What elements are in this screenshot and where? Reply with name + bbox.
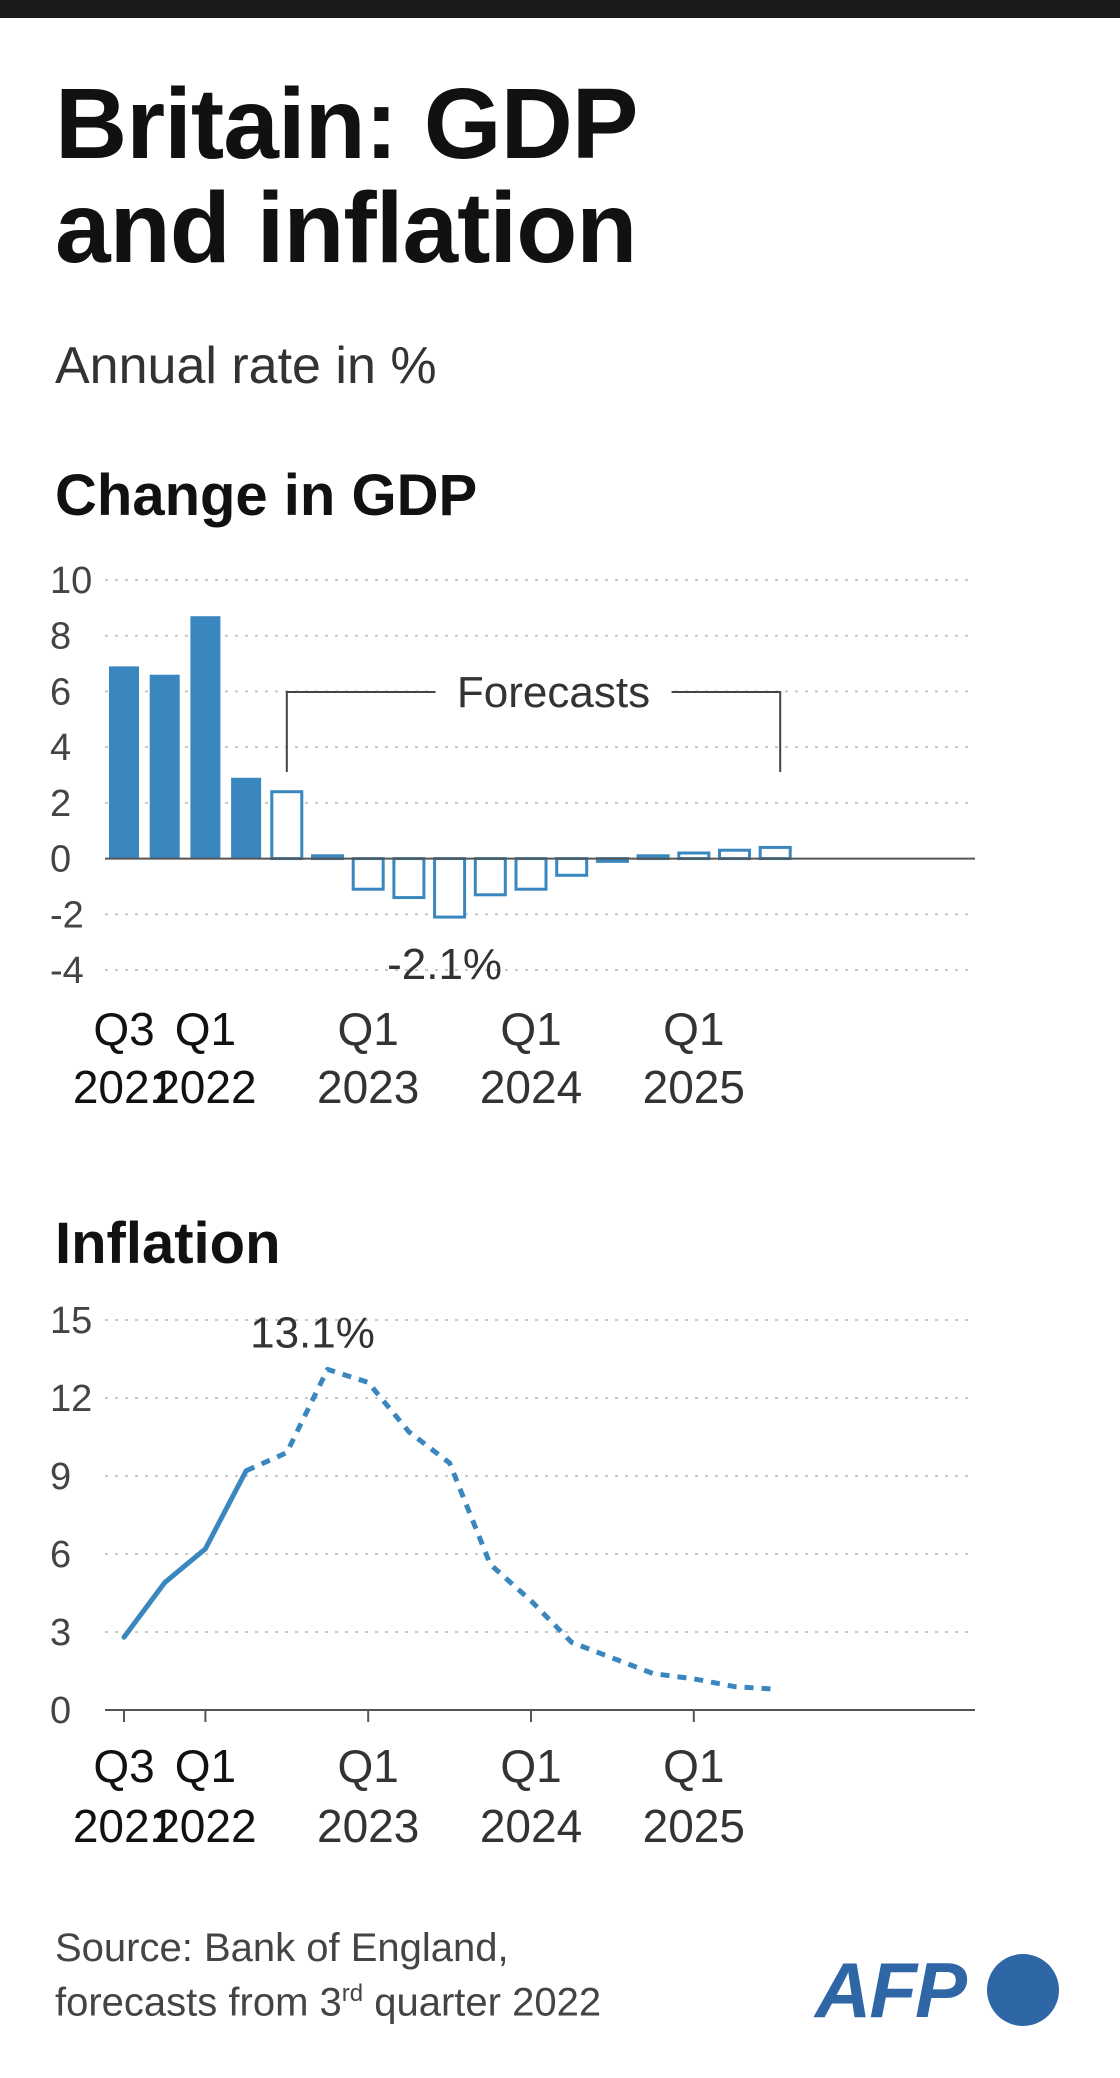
- y-tick-label: 12: [50, 1378, 92, 1420]
- page-title: Britain: GDP and inflation: [55, 72, 638, 280]
- x-tick-label: Q1: [500, 1740, 561, 1792]
- y-tick-label: 0: [50, 1690, 71, 1732]
- afp-logo-dot: [987, 1954, 1059, 2026]
- x-tick-label: 2025: [643, 1061, 745, 1113]
- y-tick-label: 6: [50, 671, 71, 713]
- afp-logo: AFP: [815, 1950, 1065, 2030]
- y-tick-label: 15: [50, 1300, 92, 1342]
- gdp-bar: [758, 845, 792, 861]
- y-tick-label: 3: [50, 1612, 71, 1654]
- gdp-bar: [351, 857, 385, 891]
- forecast-label: Forecasts: [457, 668, 650, 717]
- top-rule: [0, 0, 1120, 18]
- afp-logo-text: AFP: [815, 1946, 967, 2034]
- gdp-chart-title: Change in GDP: [55, 463, 478, 528]
- source-line-2-sup: rd: [341, 1980, 364, 2007]
- gdp-bar: [109, 666, 139, 859]
- x-tick-label: 2021: [73, 1800, 175, 1852]
- x-tick-label: 2021: [73, 1061, 175, 1113]
- gdp-bar: [392, 857, 426, 900]
- x-tick-label: Q3: [93, 1003, 154, 1055]
- page-subtitle: Annual rate in %: [55, 337, 437, 395]
- source-note: Source: Bank of England, forecasts from …: [55, 1925, 601, 2025]
- x-tick-label: 2025: [643, 1800, 745, 1852]
- inflation-forecast-line: [245, 1366, 776, 1692]
- y-tick-label: 8: [50, 616, 71, 658]
- x-tick-label: Q1: [338, 1003, 399, 1055]
- x-tick-label: 2022: [154, 1061, 256, 1113]
- gdp-bar: [270, 790, 304, 861]
- inflation-line-chart: 1512963013.1%Q32021Q12022Q12023Q12024Q12…: [50, 1300, 975, 1852]
- x-tick-label: Q1: [338, 1740, 399, 1792]
- x-tick-label: 2022: [154, 1800, 256, 1852]
- gdp-bar: [718, 848, 751, 861]
- x-tick-label: 2023: [317, 1061, 419, 1113]
- gdp-bar: [231, 777, 262, 859]
- peak-value-label: 13.1%: [250, 1308, 375, 1357]
- x-tick-label: 2024: [480, 1061, 582, 1113]
- inflation-actual-line: [121, 1468, 249, 1640]
- gdp-bar-chart: 1086420-2-4Forecasts-2.1%Q32021Q12022Q12…: [50, 560, 975, 1113]
- y-tick-label: -4: [50, 950, 84, 992]
- min-value-label: -2.1%: [387, 940, 502, 989]
- x-tick-label: 2024: [480, 1800, 582, 1852]
- source-line-2-suffix: quarter 2022: [363, 1980, 602, 2025]
- x-tick-label: Q1: [663, 1740, 724, 1792]
- y-tick-label: 0: [50, 839, 71, 881]
- y-tick-label: 2: [50, 783, 71, 825]
- y-tick-label: 9: [50, 1456, 71, 1498]
- y-tick-label: 6: [50, 1534, 71, 1576]
- inflation-chart-title: Inflation: [55, 1211, 281, 1276]
- gdp-bar: [149, 674, 180, 859]
- y-tick-label: -2: [50, 894, 84, 936]
- x-tick-label: Q1: [663, 1003, 724, 1055]
- x-tick-label: Q1: [175, 1740, 236, 1792]
- y-tick-label: 4: [50, 727, 71, 769]
- title-line-2: and inflation: [55, 172, 637, 284]
- gdp-bar: [514, 857, 548, 891]
- x-tick-label: Q1: [175, 1003, 236, 1055]
- x-tick-label: Q1: [500, 1003, 561, 1055]
- source-line-2-prefix: forecasts from 3: [55, 1980, 342, 2025]
- source-line-1: Source: Bank of England,: [55, 1926, 509, 1970]
- gdp-bar: [555, 857, 589, 877]
- forecast-label-bg: [435, 662, 672, 722]
- gdp-bar: [473, 857, 507, 897]
- title-line-1: Britain: GDP: [55, 68, 638, 180]
- x-tick-label: Q3: [93, 1740, 154, 1792]
- gdp-bar: [433, 857, 467, 919]
- y-tick-label: 10: [50, 560, 92, 602]
- gdp-bar: [190, 616, 221, 859]
- x-tick-label: 2023: [317, 1800, 419, 1852]
